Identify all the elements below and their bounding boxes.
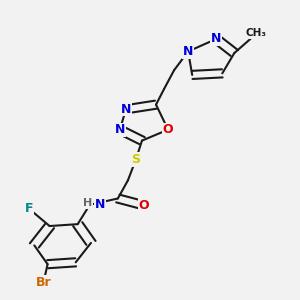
Text: CH₃: CH₃ — [246, 28, 267, 38]
Text: O: O — [163, 123, 173, 136]
Text: F: F — [25, 202, 33, 215]
Text: N: N — [121, 103, 131, 116]
Text: N: N — [94, 198, 105, 211]
Text: N: N — [115, 123, 125, 136]
Text: S: S — [131, 153, 140, 166]
Text: Br: Br — [36, 276, 51, 289]
Text: N: N — [183, 45, 193, 58]
Text: N: N — [211, 32, 221, 45]
Text: O: O — [139, 199, 149, 212]
Text: H: H — [83, 198, 92, 208]
